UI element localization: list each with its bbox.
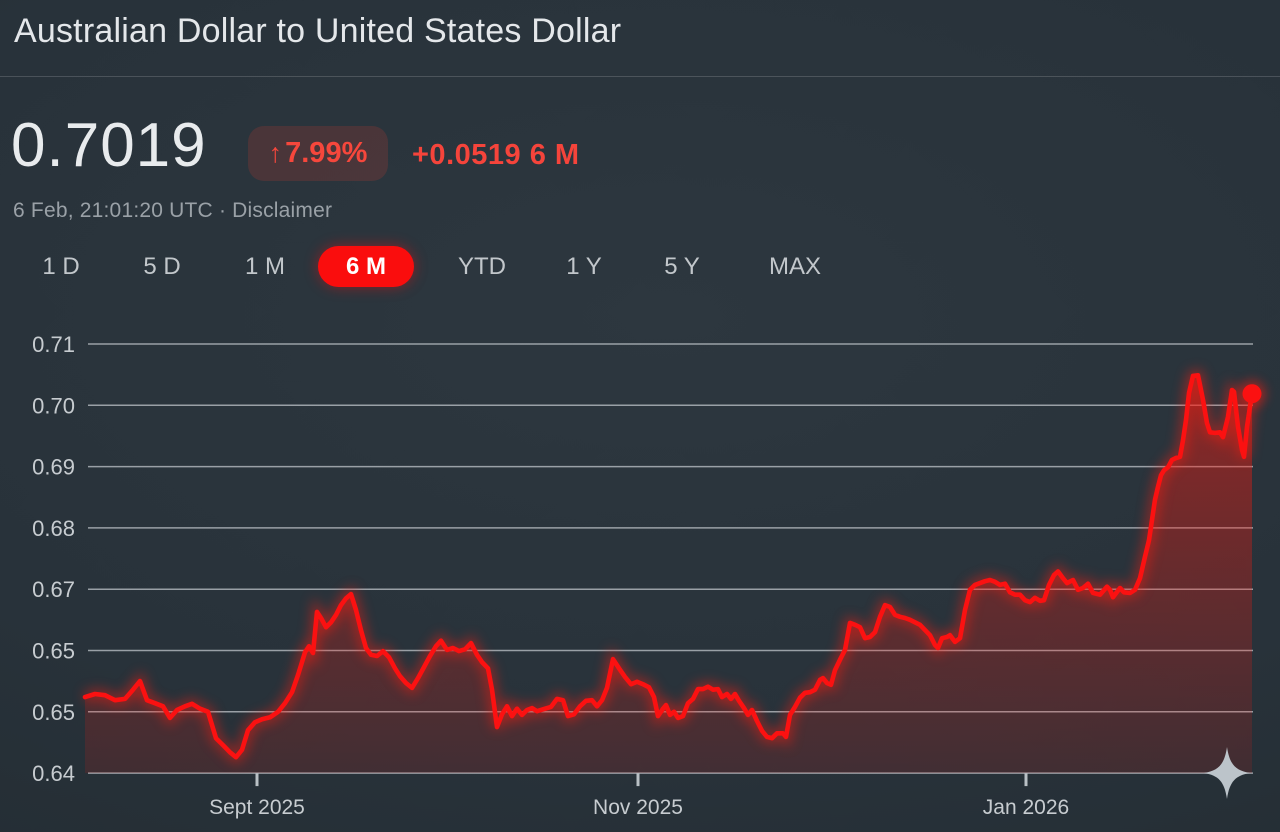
price-chart-svg[interactable]: 0.71 0.70 0.69 0.68 0.67 0.65 0.65 0.64 Sept 202…	[0, 320, 1280, 832]
y-axis-label: 0.70	[32, 393, 75, 418]
time-range-tabs: 1 D 5 D 1 M 6 M YTD 1 Y 5 Y MAX	[0, 244, 1280, 290]
y-axis-label: 0.67	[32, 577, 75, 602]
y-axis-label: 0.69	[32, 455, 75, 480]
page-title: Australian Dollar to United States Dolla…	[14, 12, 622, 50]
absolute-change-value: +0.0519 6 M	[412, 139, 580, 171]
x-axis-label: Nov 2025	[593, 796, 683, 819]
quote-timestamp-row: 6 Feb, 21:01:20 UTC · Disclaimer	[13, 199, 332, 223]
sparkle-icon[interactable]	[1204, 747, 1250, 799]
tab-6m[interactable]: 6 M	[318, 246, 414, 287]
percent-change-value: 7.99%	[285, 137, 368, 169]
y-axis-label: 0.64	[32, 761, 75, 786]
percent-change-badge: ↑ 7.99%	[248, 126, 388, 181]
latest-price-dot	[1242, 384, 1262, 404]
tab-1y[interactable]: 1 Y	[553, 246, 615, 287]
tab-1m[interactable]: 1 M	[233, 246, 297, 287]
series-area-fill	[85, 375, 1252, 774]
tab-max[interactable]: MAX	[757, 246, 833, 287]
header-divider	[0, 76, 1280, 77]
y-axis-label: 0.65	[32, 639, 75, 664]
tab-5y[interactable]: 5 Y	[650, 246, 714, 287]
chart-layers: 0.71 0.70 0.69 0.68 0.67 0.65 0.65 0.64 Sept 202…	[32, 332, 1266, 819]
quote-timestamp: 6 Feb, 21:01:20 UTC	[13, 199, 213, 222]
current-price: 0.7019	[11, 111, 207, 180]
y-axis-label: 0.68	[32, 516, 75, 541]
tab-ytd[interactable]: YTD	[448, 246, 516, 287]
series-line	[82, 373, 1255, 760]
disclaimer-link[interactable]: Disclaimer	[232, 199, 333, 222]
up-arrow-icon: ↑	[268, 138, 283, 168]
tab-5d[interactable]: 5 D	[132, 246, 192, 287]
x-axis-label: Jan 2026	[983, 796, 1069, 819]
separator-dot: ·	[212, 199, 233, 222]
x-axis-label: Sept 2025	[209, 796, 305, 819]
y-axis-label: 0.65	[32, 700, 75, 725]
tab-1d[interactable]: 1 D	[31, 246, 91, 287]
y-axis-label: 0.71	[32, 332, 75, 357]
price-chart[interactable]: 0.71 0.70 0.69 0.68 0.67 0.65 0.65 0.64 Sept 202…	[0, 320, 1280, 832]
